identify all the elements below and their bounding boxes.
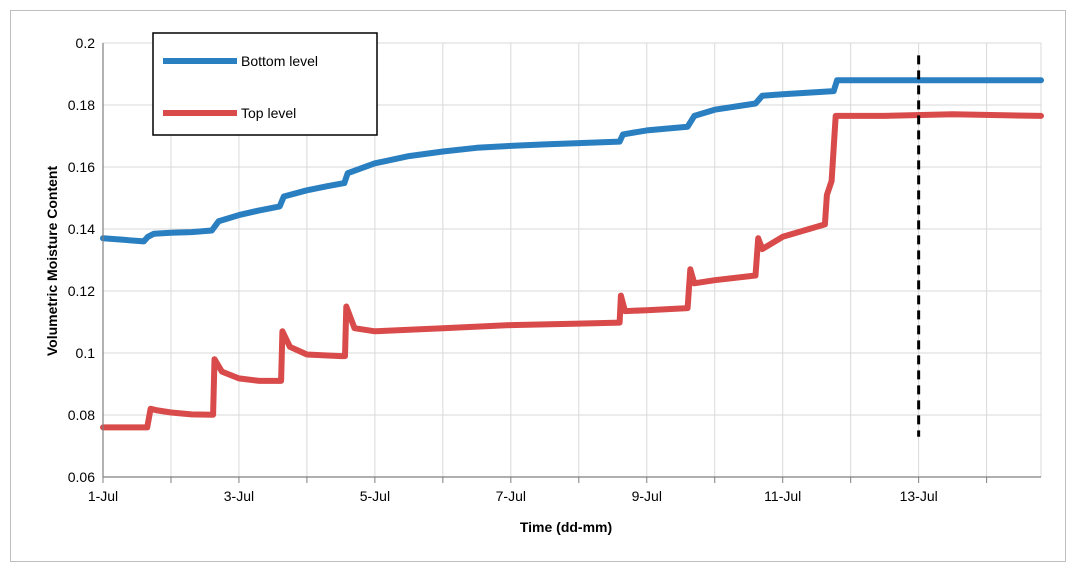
y-tick-label: 0.06: [68, 469, 95, 485]
x-tick-label: 13-Jul: [900, 488, 938, 504]
legend-label-bottom-level: Bottom level: [241, 53, 318, 69]
y-tick-label: 0.08: [68, 407, 95, 423]
x-tick-label: 9-Jul: [632, 488, 662, 504]
x-tick-label: 7-Jul: [496, 488, 526, 504]
x-axis-title: Time (dd-mm): [520, 519, 612, 535]
y-tick-label: 0.2: [76, 35, 96, 51]
series-line-top-level: [103, 114, 1041, 427]
y-tick-label: 0.18: [68, 97, 95, 113]
y-tick-label: 0.16: [68, 159, 95, 175]
y-tick-label: 0.1: [76, 345, 96, 361]
y-tick-label: 0.12: [68, 283, 95, 299]
x-tick-label: 11-Jul: [764, 488, 801, 504]
legend: Bottom level Top level: [153, 33, 377, 135]
line-chart: 0.06 0.08 0.1 0.12 0.14 0.16 0.18 0.2 1-Jul 3-Jul…: [11, 11, 1067, 563]
x-tick-label: 5-Jul: [360, 488, 390, 504]
x-tick-label: 3-Jul: [224, 488, 254, 504]
legend-label-top-level: Top level: [241, 105, 296, 121]
x-tick-label: 1-Jul: [88, 488, 118, 504]
y-axis-title: Volumetric Moisture Content: [44, 166, 60, 357]
chart-frame: 0.06 0.08 0.1 0.12 0.14 0.16 0.18 0.2 1-Jul 3-Jul…: [10, 10, 1066, 562]
y-tick-label: 0.14: [68, 221, 95, 237]
